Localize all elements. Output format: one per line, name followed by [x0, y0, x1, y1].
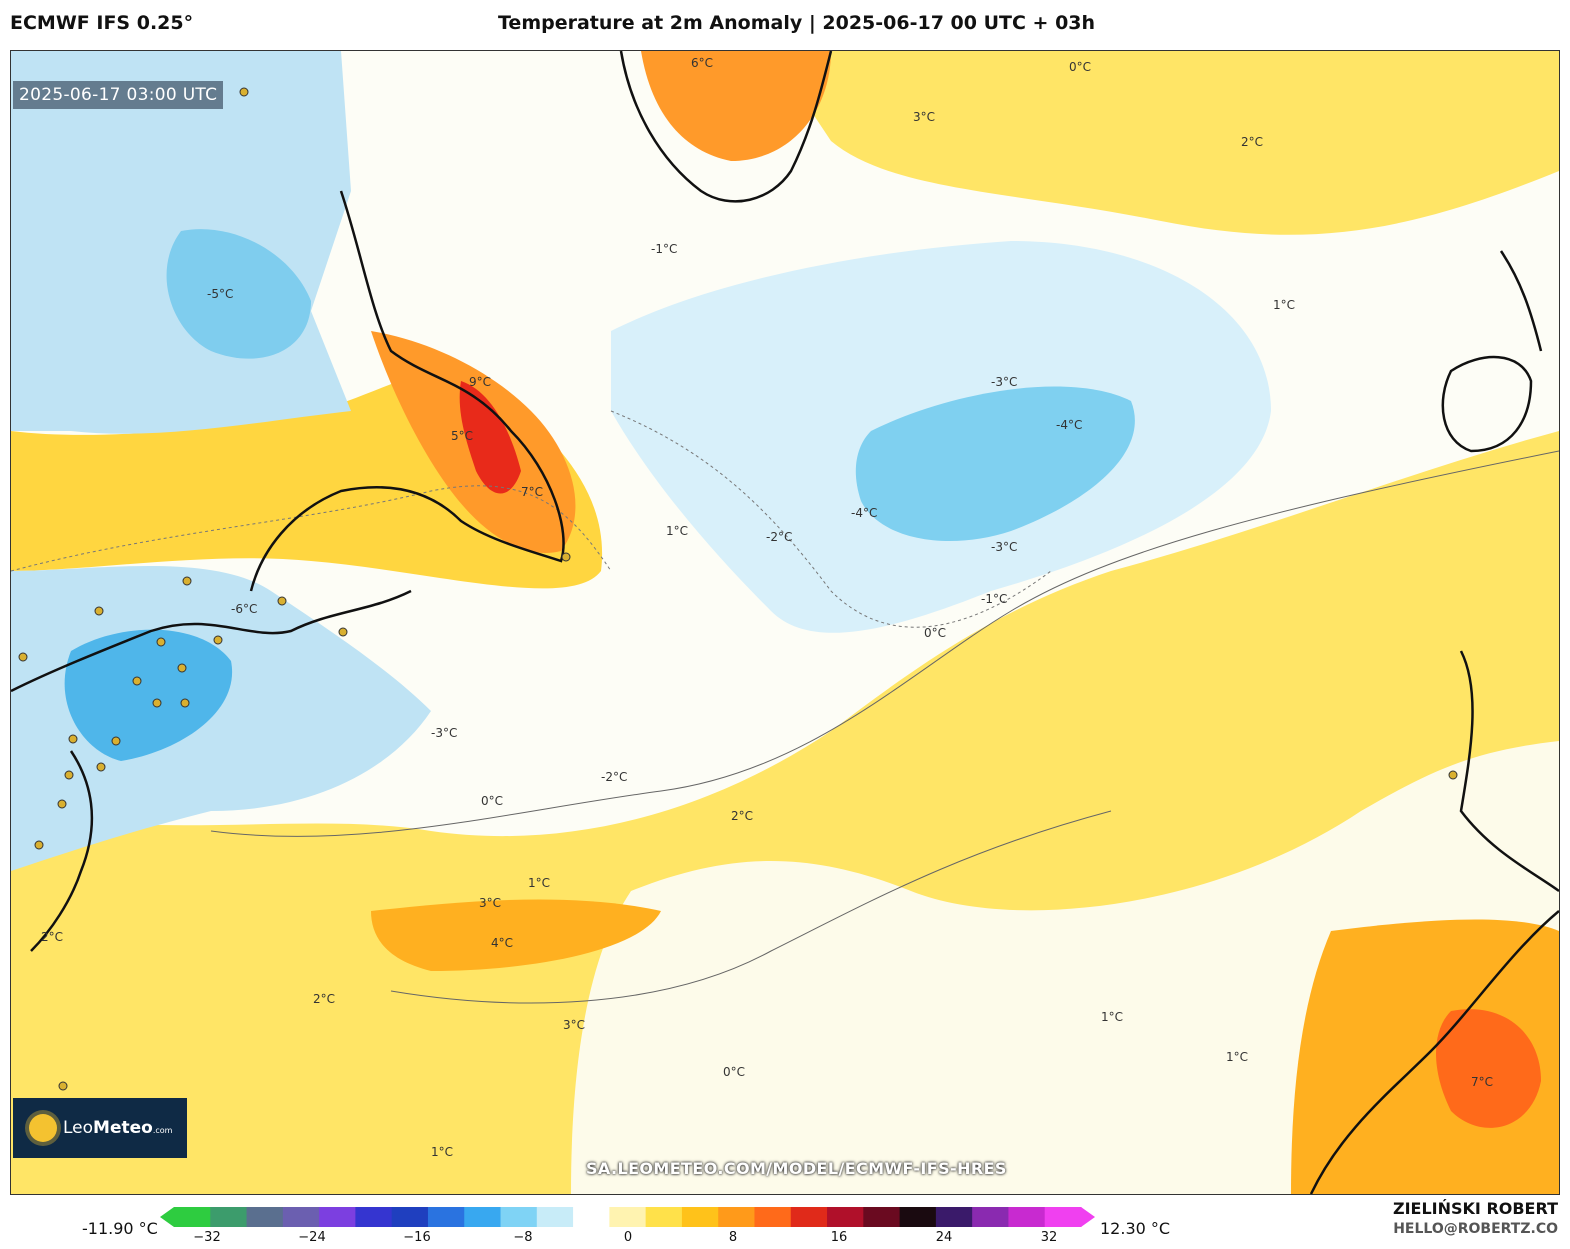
colorbar-cell: [1044, 1207, 1082, 1227]
sun-icon: [29, 1114, 57, 1142]
contour-label: 1°C: [666, 524, 688, 538]
map-title: Temperature at 2m Anomaly | 2025-06-17 0…: [498, 12, 1096, 34]
contour-label: 2°C: [313, 992, 335, 1006]
colorbar-min-label: -11.90 °C: [82, 1219, 158, 1238]
colorbar-cell: [319, 1207, 356, 1227]
colorbar-cell: [427, 1207, 465, 1227]
contour-label: 1°C: [431, 1145, 453, 1159]
colorbar-max-label: 12.30 °C: [1100, 1219, 1171, 1238]
colorbar-tick: −8: [513, 1230, 533, 1245]
contour-label: 2°C: [1241, 135, 1263, 149]
contour-label: 2°C: [731, 809, 753, 823]
colorbar-cell: [210, 1207, 248, 1227]
hot-region-greenland: [641, 51, 831, 161]
warm-band-subtropics: [371, 899, 661, 971]
model-name: ECMWF IFS 0.25°: [10, 12, 194, 34]
colorbar-cell: [464, 1207, 502, 1227]
contour-label: 1°C: [1273, 298, 1295, 312]
contour-label: -4°C: [1056, 418, 1082, 432]
contour-label: 0°C: [481, 794, 503, 808]
contour-label: 0°C: [1069, 60, 1091, 74]
colorbar-cell: [754, 1207, 792, 1227]
contour-label: 3°C: [479, 896, 501, 910]
contour-label: -4°C: [851, 506, 877, 520]
colorbar-cell: [391, 1207, 429, 1227]
contour-label: 3°C: [913, 110, 935, 124]
cool-region-new-england-core: [64, 629, 233, 761]
contour-label: -3°C: [991, 540, 1017, 554]
contour-label: 4°C: [491, 936, 513, 950]
contour-label: -1°C: [651, 242, 677, 256]
colorbar-cell: [899, 1207, 937, 1227]
colorbar-cell: [935, 1207, 973, 1227]
colorbar-tick: 24: [935, 1230, 953, 1245]
colorbar-cell: [573, 1207, 610, 1227]
contour-label: 3°C: [563, 1018, 585, 1032]
colorbar: [160, 1207, 1095, 1227]
colorbar-tick: 32: [1040, 1230, 1058, 1245]
contour-label: -1°C: [981, 592, 1007, 606]
valid-time-badge: 2025-06-17 03:00 UTC: [13, 81, 224, 109]
colorbar-cell: [718, 1207, 755, 1227]
colorbar-tick: −16: [403, 1230, 431, 1245]
cool-region-labrador-core: [166, 229, 311, 359]
contour-label: 2°C: [41, 930, 63, 944]
contour-label: -2°C: [601, 770, 627, 784]
colorbar-cell: [790, 1207, 828, 1227]
hot-region-sahara-core: [1436, 1009, 1541, 1128]
colorbar-cell: [827, 1207, 864, 1227]
contour-label: 0°C: [924, 626, 946, 640]
hot-region-newfoundland-core: [459, 381, 521, 494]
anomaly-map[interactable]: -4°C -3°C -2°C -1°C 0°C 1°C 2°C 3°C 4°C …: [10, 50, 1560, 1195]
logo-text: LeoMeteo.com: [63, 1118, 173, 1138]
contour-label: -6°C: [231, 602, 257, 616]
contour-label: -3°C: [991, 375, 1017, 389]
contour-label: -3°C: [431, 726, 457, 740]
colorbar-cell: [972, 1207, 1009, 1227]
colorbar-cell: [645, 1207, 683, 1227]
contour-label: 9°C: [469, 375, 491, 389]
contour-label: 7°C: [1471, 1075, 1493, 1089]
colorbar-cell: [355, 1207, 393, 1227]
map-canvas: -4°C -3°C -2°C -1°C 0°C 1°C 2°C 3°C 4°C …: [11, 51, 1559, 1194]
contour-label: 5°C: [451, 429, 473, 443]
colorbar-cell: [536, 1207, 574, 1227]
colorbar-tick: −32: [193, 1230, 221, 1245]
colorbar-tick: 0: [623, 1230, 633, 1245]
colorbar-cell: [282, 1207, 320, 1227]
colorbar-cell: [174, 1207, 211, 1227]
colorbar-tick: −24: [298, 1230, 326, 1245]
colorbar-cell: [863, 1207, 901, 1227]
author-email[interactable]: HELLO@ROBERTZ.CO: [1393, 1221, 1558, 1237]
warm-region-north: [771, 51, 1559, 235]
colorbar-cell: [1008, 1207, 1046, 1227]
contour-label: 1°C: [1226, 1050, 1248, 1064]
colorbar-tick: 16: [830, 1230, 848, 1245]
contour-label: 6°C: [691, 56, 713, 70]
colorbar-cell: [609, 1207, 647, 1227]
contour-label: -5°C: [207, 287, 233, 301]
cool-region-central-core: [855, 386, 1135, 541]
colorbar-cell: [246, 1207, 284, 1227]
colorbar-ticks: −32 −24 −16 −8 0 8 16 24 32: [160, 1230, 1095, 1248]
colorbar-tick: 8: [728, 1230, 738, 1245]
contour-label: -2°C: [766, 530, 792, 544]
source-url: SA.LEOMETEO.COM/MODEL/ECMWF-IFS-HRES: [586, 1159, 1007, 1178]
contour-label: 1°C: [528, 876, 550, 890]
contour-label: 1°C: [1101, 1010, 1123, 1024]
contour-label: 0°C: [723, 1065, 745, 1079]
author-name: ZIELIŃSKI ROBERT: [1392, 1199, 1558, 1218]
colorbar-cell: [681, 1207, 719, 1227]
leometeo-logo: LeoMeteo.com: [13, 1098, 187, 1158]
colorbar-cell: [500, 1207, 538, 1227]
contour-label: 7°C: [521, 485, 543, 499]
